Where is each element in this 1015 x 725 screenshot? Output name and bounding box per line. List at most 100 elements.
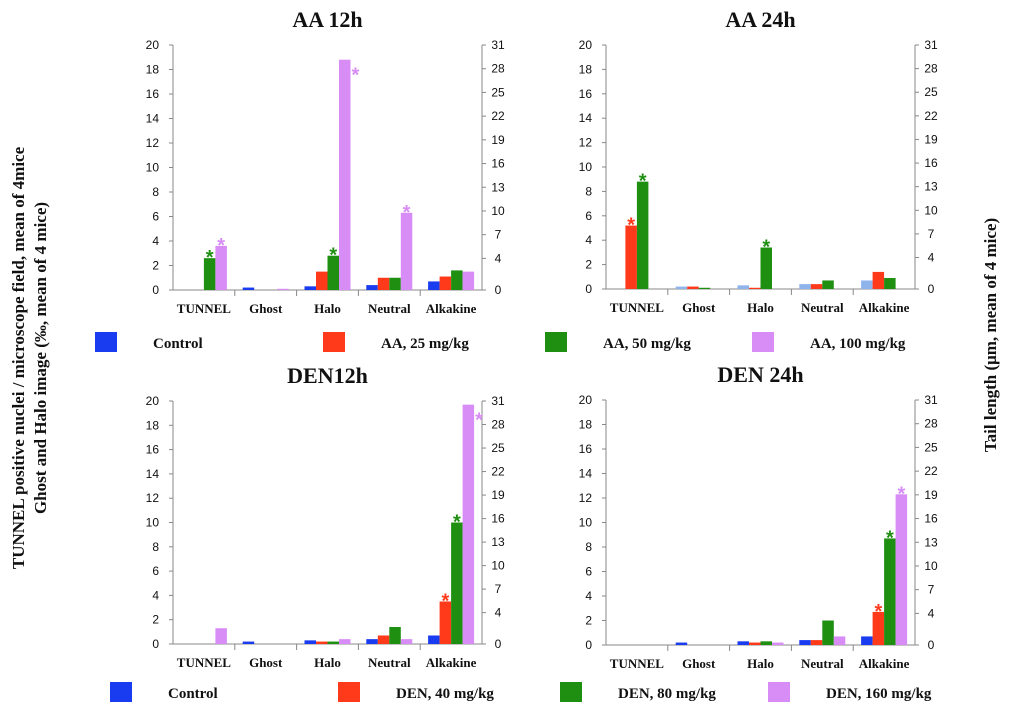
y-tick-label-left: 8 — [152, 540, 159, 554]
y-tick-label-right: 13 — [491, 535, 505, 549]
bar — [884, 538, 896, 645]
bar — [687, 286, 699, 289]
bar — [810, 284, 823, 289]
y-tick-label-right: 22 — [491, 109, 505, 123]
legend-swatch — [95, 332, 117, 352]
y-tick-label-left: 20 — [146, 38, 160, 52]
y-tick-label-left: 6 — [585, 209, 592, 223]
y-tick-label-right: 10 — [924, 203, 938, 217]
y-tick-label-right: 25 — [491, 85, 505, 99]
bar — [400, 639, 413, 644]
y-tick-label-right: 28 — [491, 418, 505, 432]
significance-marker: * — [762, 237, 770, 259]
y-tick-label-right: 28 — [491, 62, 505, 76]
x-tick-label: TUNNEL — [610, 300, 665, 315]
bar — [327, 255, 339, 290]
y-tick-label-right: 19 — [924, 132, 938, 146]
bar — [462, 271, 475, 290]
y-tick-label-right: 19 — [491, 488, 505, 502]
bar — [203, 258, 216, 290]
bar — [242, 287, 255, 290]
y-tick-label-right: 4 — [928, 606, 935, 620]
y-tick-label-left: 0 — [152, 637, 159, 651]
y-tick-label-left: 18 — [579, 418, 593, 432]
significance-marker: * — [352, 65, 360, 87]
y-tick-label-right: 13 — [924, 535, 938, 549]
legend-swatch — [545, 332, 567, 352]
y-tick-label-left: 2 — [152, 613, 159, 627]
chart-title: DEN12h — [287, 363, 368, 388]
legend-label: Control — [168, 686, 218, 702]
y-tick-label-right: 0 — [495, 283, 502, 297]
bar — [439, 601, 452, 644]
bar — [366, 639, 378, 644]
x-tick-label: Alkakine — [426, 655, 477, 670]
legend-label: DEN, 160 mg/kg — [826, 686, 932, 702]
y-tick-label-right: 28 — [924, 417, 938, 431]
y-tick-label-left: 12 — [579, 136, 593, 150]
x-tick-label: Neutral — [368, 301, 411, 316]
y-tick-label-right: 10 — [491, 559, 505, 573]
y-tick-label-left: 4 — [585, 233, 592, 247]
bar — [799, 640, 811, 645]
chart-title: DEN 24h — [717, 362, 803, 387]
y-tick-label-left: 16 — [146, 443, 160, 457]
x-tick-label: TUNNEL — [177, 301, 232, 316]
legend-label: Control — [153, 336, 203, 352]
y-tick-label-right: 22 — [491, 465, 505, 479]
bar — [215, 245, 227, 290]
x-tick-label: Halo — [314, 301, 341, 316]
significance-marker: * — [329, 245, 337, 267]
y-tick-label-left: 14 — [579, 467, 593, 481]
chart-panels: AA 12h0246810121416182004710131619222528… — [146, 7, 938, 671]
y-tick-label-right: 31 — [491, 394, 505, 408]
bar — [625, 225, 637, 289]
y-tick-label-right: 16 — [491, 512, 505, 526]
y-tick-label-right: 31 — [924, 393, 938, 407]
bar — [810, 640, 823, 645]
bar — [451, 522, 463, 644]
y-tick-label-left: 0 — [585, 638, 592, 652]
y-tick-label-right: 22 — [924, 464, 938, 478]
y-tick-label-left: 18 — [146, 418, 160, 432]
legend-swatch — [323, 332, 345, 352]
y-tick-label-left: 14 — [146, 467, 160, 481]
chart-panel-3: DEN12h 0 2 4 6 8 10 12 14 16 18 20 0 4 7 10 13 16 19 22 25 28… — [146, 363, 505, 670]
y-tick-label-left: 2 — [152, 259, 159, 273]
y-tick-label-right: 0 — [928, 282, 935, 296]
significance-marker: * — [897, 483, 905, 505]
x-tick-label: Halo — [747, 300, 774, 315]
bar — [872, 271, 885, 289]
bar — [799, 284, 811, 289]
y-axis-label-right: Tail length (μm, mean of 4 mice) — [981, 218, 1000, 452]
y-tick-label-right: 4 — [928, 251, 935, 265]
y-tick-label-left: 10 — [579, 516, 593, 530]
x-tick-label: Halo — [314, 655, 341, 670]
y-tick-label-left: 20 — [146, 394, 160, 408]
significance-marker: * — [403, 202, 411, 224]
y-tick-label-left: 0 — [152, 283, 159, 297]
bar — [895, 494, 908, 645]
bar — [428, 281, 440, 290]
y-tick-label-left: 8 — [585, 184, 592, 198]
bar — [277, 288, 289, 290]
y-tick-label-left: 0 — [585, 282, 592, 296]
y-tick-label-left: 12 — [146, 491, 160, 505]
y-tick-label-right: 10 — [924, 559, 938, 573]
y-tick-label-right: 4 — [495, 606, 502, 620]
y-tick-label-right: 7 — [495, 228, 502, 242]
bar — [737, 641, 749, 645]
y-tick-label-left: 6 — [152, 564, 159, 578]
y-tick-label-left: 2 — [585, 614, 592, 628]
bar — [636, 181, 649, 289]
y-tick-label-right: 22 — [924, 109, 938, 123]
y-tick-label-right: 28 — [924, 62, 938, 76]
legend-label: DEN, 40 mg/kg — [396, 686, 494, 702]
x-tick-label: Halo — [747, 656, 774, 671]
y-tick-label-left: 10 — [579, 160, 593, 174]
significance-marker: * — [441, 590, 449, 612]
x-tick-label: Alkakine — [859, 656, 910, 671]
y-tick-label-left: 20 — [579, 38, 593, 52]
significance-marker: * — [639, 171, 647, 193]
x-tick-label: Neutral — [801, 300, 844, 315]
